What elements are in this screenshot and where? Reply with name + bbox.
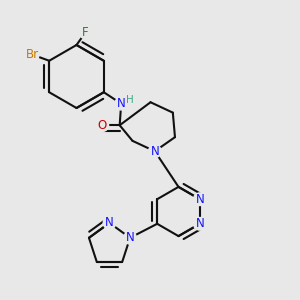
Circle shape <box>26 48 39 61</box>
Circle shape <box>194 193 206 206</box>
Text: N: N <box>150 145 159 158</box>
Circle shape <box>124 232 136 244</box>
Text: F: F <box>82 26 89 39</box>
Text: N: N <box>195 193 204 206</box>
Circle shape <box>115 97 128 110</box>
Text: H: H <box>126 95 134 105</box>
Circle shape <box>103 217 116 229</box>
Text: N: N <box>126 231 134 244</box>
Text: N: N <box>117 97 126 110</box>
Circle shape <box>194 218 206 230</box>
Circle shape <box>125 95 135 105</box>
Text: Br: Br <box>26 48 39 61</box>
Text: N: N <box>105 216 114 230</box>
Text: N: N <box>195 217 204 230</box>
Circle shape <box>148 145 161 158</box>
Circle shape <box>96 119 109 131</box>
Circle shape <box>79 26 92 39</box>
Text: O: O <box>98 119 107 132</box>
